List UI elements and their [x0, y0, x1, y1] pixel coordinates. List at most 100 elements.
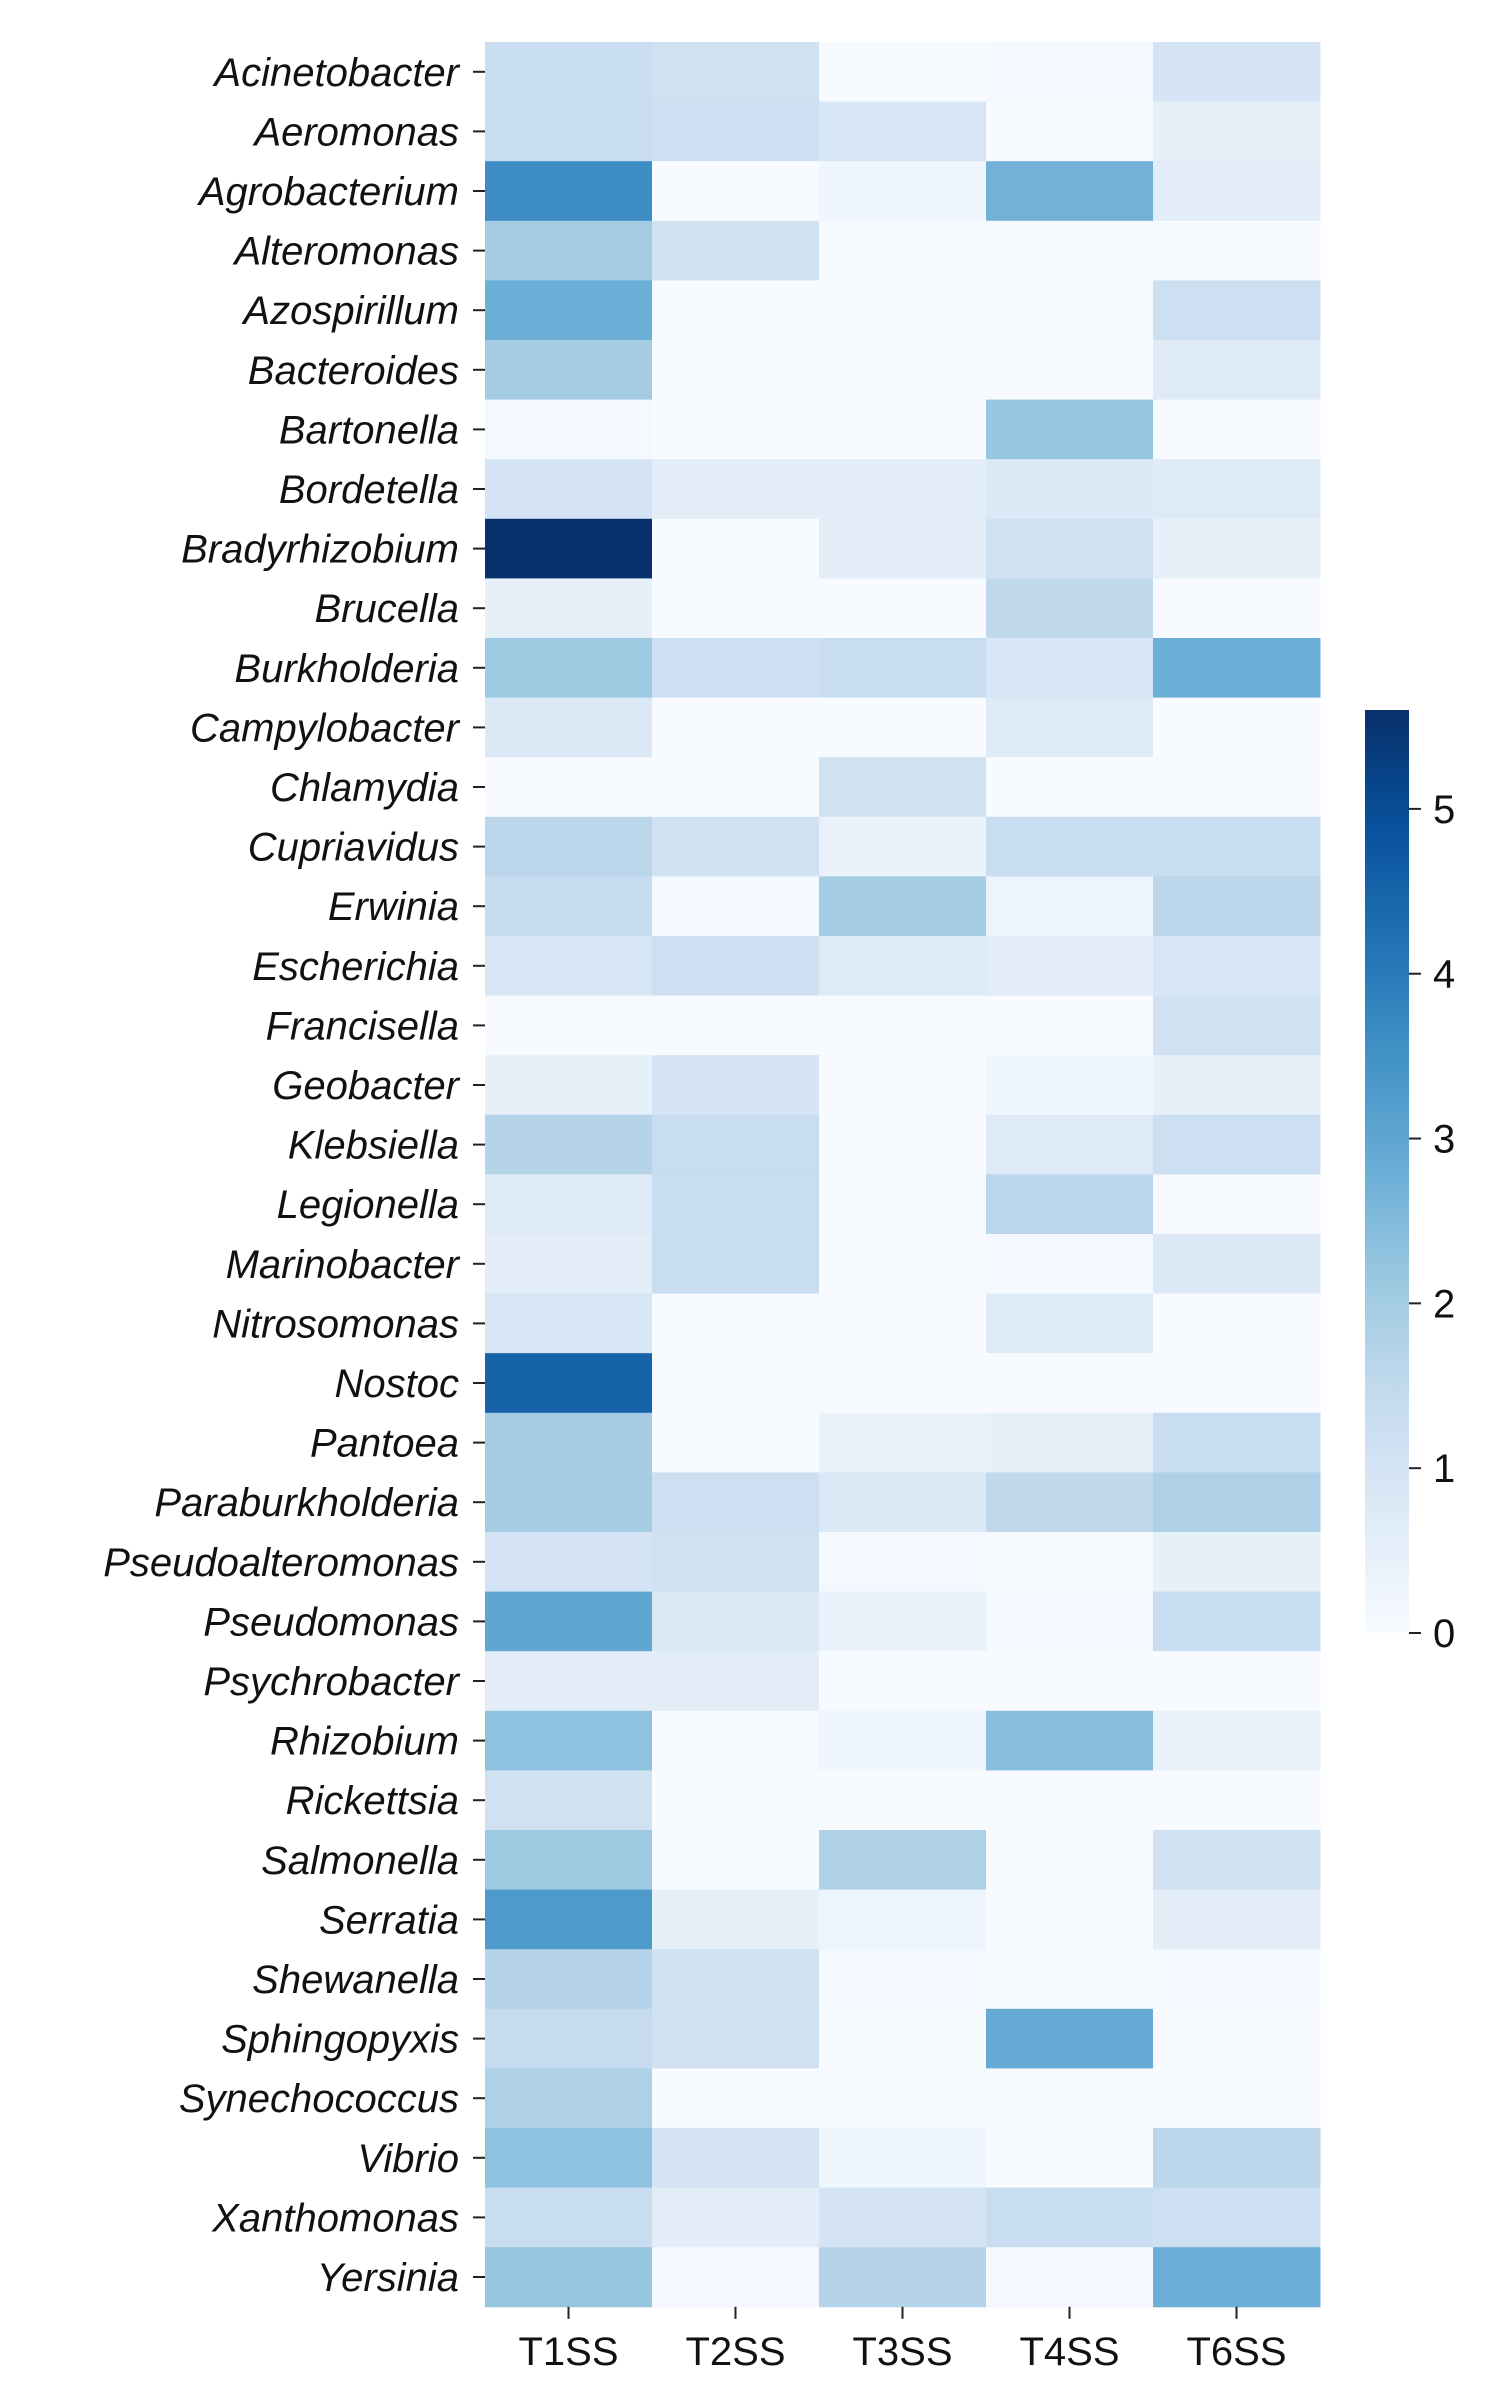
row-label-bradyrhizobium: Bradyrhizobium: [181, 528, 459, 572]
heatmap-cell-paraburkholderia-t1ss: [485, 1472, 653, 1533]
heatmap-cell-bartonella-t6ss: [1153, 399, 1321, 460]
heatmap-cell-xanthomonas-t4ss: [986, 2187, 1154, 2248]
row-label-erwinia: Erwinia: [328, 885, 459, 929]
heatmap-cells: [485, 42, 1321, 2308]
heatmap-cell-geobacter-t4ss: [986, 1055, 1154, 1116]
heatmap-cell-brucella-t4ss: [986, 578, 1154, 639]
row-label-rickettsia: Rickettsia: [286, 1779, 459, 1823]
heatmap-cell-yersinia-t2ss: [652, 2247, 820, 2308]
heatmap-cell-shewanella-t1ss: [485, 1949, 653, 2010]
heatmap-cell-chlamydia-t2ss: [652, 757, 820, 818]
heatmap-cell-klebsiella-t6ss: [1153, 1114, 1321, 1175]
heatmap-cell-bartonella-t3ss: [819, 399, 987, 460]
heatmap-cell-xanthomonas-t2ss: [652, 2187, 820, 2248]
heatmap-cell-alteromonas-t1ss: [485, 220, 653, 281]
heatmap-cell-psychrobacter-t2ss: [652, 1651, 820, 1712]
heatmap-cell-geobacter-t2ss: [652, 1055, 820, 1116]
row-label-burkholderia: Burkholderia: [234, 647, 459, 691]
heatmap-cell-paraburkholderia-t4ss: [986, 1472, 1154, 1533]
heatmap-cell-cupriavidus-t1ss: [485, 816, 653, 877]
heatmap-cell-chlamydia-t6ss: [1153, 757, 1321, 818]
row-label-agrobacterium: Agrobacterium: [197, 170, 459, 214]
row-label-synechococcus: Synechococcus: [179, 2077, 459, 2121]
colorbar: 0 1 2 3 4 5: [1365, 710, 1455, 1656]
row-label-legionella: Legionella: [277, 1183, 459, 1227]
colorbar-tick-label-4: 4: [1433, 953, 1455, 997]
row-label-francisella: Francisella: [266, 1004, 459, 1048]
heatmap-cell-chlamydia-t4ss: [986, 757, 1154, 818]
heatmap-cell-yersinia-t3ss: [819, 2247, 987, 2308]
heatmap-cell-cupriavidus-t3ss: [819, 816, 987, 877]
heatmap-cell-yersinia-t4ss: [986, 2247, 1154, 2308]
row-label-sphingopyxis: Sphingopyxis: [221, 2018, 459, 2062]
heatmap-cell-psychrobacter-t6ss: [1153, 1651, 1321, 1712]
heatmap-cell-synechococcus-t3ss: [819, 2068, 987, 2129]
heatmap-cell-erwinia-t6ss: [1153, 876, 1321, 937]
row-label-nitrosomonas: Nitrosomonas: [212, 1302, 459, 1346]
colorbar-tick-label-3: 3: [1433, 1118, 1455, 1162]
heatmap-cell-pseudoalteromonas-t1ss: [485, 1532, 653, 1593]
column-label-t1ss: T1SS: [518, 2330, 618, 2374]
heatmap-cell-escherichia-t3ss: [819, 936, 987, 997]
heatmap-cell-azospirillum-t6ss: [1153, 280, 1321, 341]
heatmap-cell-legionella-t6ss: [1153, 1174, 1321, 1235]
column-label-t4ss: T4SS: [1019, 2330, 1119, 2374]
colorbar-tick-label-0: 0: [1433, 1612, 1455, 1656]
heatmap-cell-nitrosomonas-t1ss: [485, 1293, 653, 1354]
heatmap-cell-bordetella-t1ss: [485, 459, 653, 520]
heatmap-cell-azospirillum-t3ss: [819, 280, 987, 341]
heatmap-cell-nostoc-t2ss: [652, 1353, 820, 1414]
heatmap-cell-nostoc-t4ss: [986, 1353, 1154, 1414]
row-label-nostoc: Nostoc: [335, 1362, 460, 1406]
heatmap-cell-cupriavidus-t6ss: [1153, 816, 1321, 877]
heatmap-cell-bradyrhizobium-t2ss: [652, 518, 820, 579]
heatmap-cell-sphingopyxis-t6ss: [1153, 2008, 1321, 2069]
heatmap-cell-pseudomonas-t1ss: [485, 1591, 653, 1652]
heatmap-cell-salmonella-t2ss: [652, 1830, 820, 1891]
row-label-serratia: Serratia: [319, 1898, 459, 1942]
heatmap-cell-rhizobium-t2ss: [652, 1710, 820, 1771]
heatmap-cell-marinobacter-t1ss: [485, 1234, 653, 1295]
heatmap-cell-bacteroides-t2ss: [652, 340, 820, 401]
heatmap-cell-rickettsia-t1ss: [485, 1770, 653, 1831]
row-label-pseudomonas: Pseudomonas: [203, 1600, 459, 1644]
colorbar-tick-label-2: 2: [1433, 1282, 1455, 1326]
heatmap-cell-francisella-t4ss: [986, 995, 1154, 1056]
heatmap-cell-acinetobacter-t1ss: [485, 42, 653, 103]
heatmap-cell-pseudoalteromonas-t2ss: [652, 1532, 820, 1593]
row-label-bordetella: Bordetella: [279, 468, 459, 512]
heatmap-cell-pseudoalteromonas-t3ss: [819, 1532, 987, 1593]
heatmap-cell-serratia-t6ss: [1153, 1889, 1321, 1950]
heatmap-cell-nitrosomonas-t2ss: [652, 1293, 820, 1354]
row-label-pseudoalteromonas: Pseudoalteromonas: [103, 1541, 459, 1585]
colorbar-gradient: [1365, 710, 1409, 1633]
heatmap-cell-sphingopyxis-t3ss: [819, 2008, 987, 2069]
heatmap-cell-campylobacter-t3ss: [819, 697, 987, 758]
row-label-psychrobacter: Psychrobacter: [203, 1660, 460, 1704]
heatmap-cell-agrobacterium-t3ss: [819, 161, 987, 222]
heatmap-cell-shewanella-t4ss: [986, 1949, 1154, 2010]
heatmap-cell-aeromonas-t1ss: [485, 101, 653, 162]
heatmap-cell-legionella-t3ss: [819, 1174, 987, 1235]
heatmap-cell-xanthomonas-t6ss: [1153, 2187, 1321, 2248]
heatmap-cell-nostoc-t1ss: [485, 1353, 653, 1414]
heatmap-cell-paraburkholderia-t2ss: [652, 1472, 820, 1533]
heatmap-cell-salmonella-t1ss: [485, 1830, 653, 1891]
heatmap-cell-campylobacter-t1ss: [485, 697, 653, 758]
row-label-xanthomonas: Xanthomonas: [211, 2196, 459, 2240]
heatmap-cell-aeromonas-t2ss: [652, 101, 820, 162]
heatmap-cell-sphingopyxis-t4ss: [986, 2008, 1154, 2069]
heatmap-cell-francisella-t6ss: [1153, 995, 1321, 1056]
heatmap-cell-nitrosomonas-t4ss: [986, 1293, 1154, 1354]
row-label-chlamydia: Chlamydia: [270, 766, 459, 810]
heatmap-cell-bordetella-t2ss: [652, 459, 820, 520]
heatmap-cell-burkholderia-t6ss: [1153, 638, 1321, 699]
heatmap-cell-marinobacter-t2ss: [652, 1234, 820, 1295]
heatmap-cell-rickettsia-t2ss: [652, 1770, 820, 1831]
heatmap-cell-psychrobacter-t1ss: [485, 1651, 653, 1712]
colorbar-tick-label-5: 5: [1433, 788, 1455, 832]
heatmap-cell-alteromonas-t2ss: [652, 220, 820, 281]
heatmap-cell-bordetella-t3ss: [819, 459, 987, 520]
heatmap-cell-pantoea-t4ss: [986, 1412, 1154, 1473]
